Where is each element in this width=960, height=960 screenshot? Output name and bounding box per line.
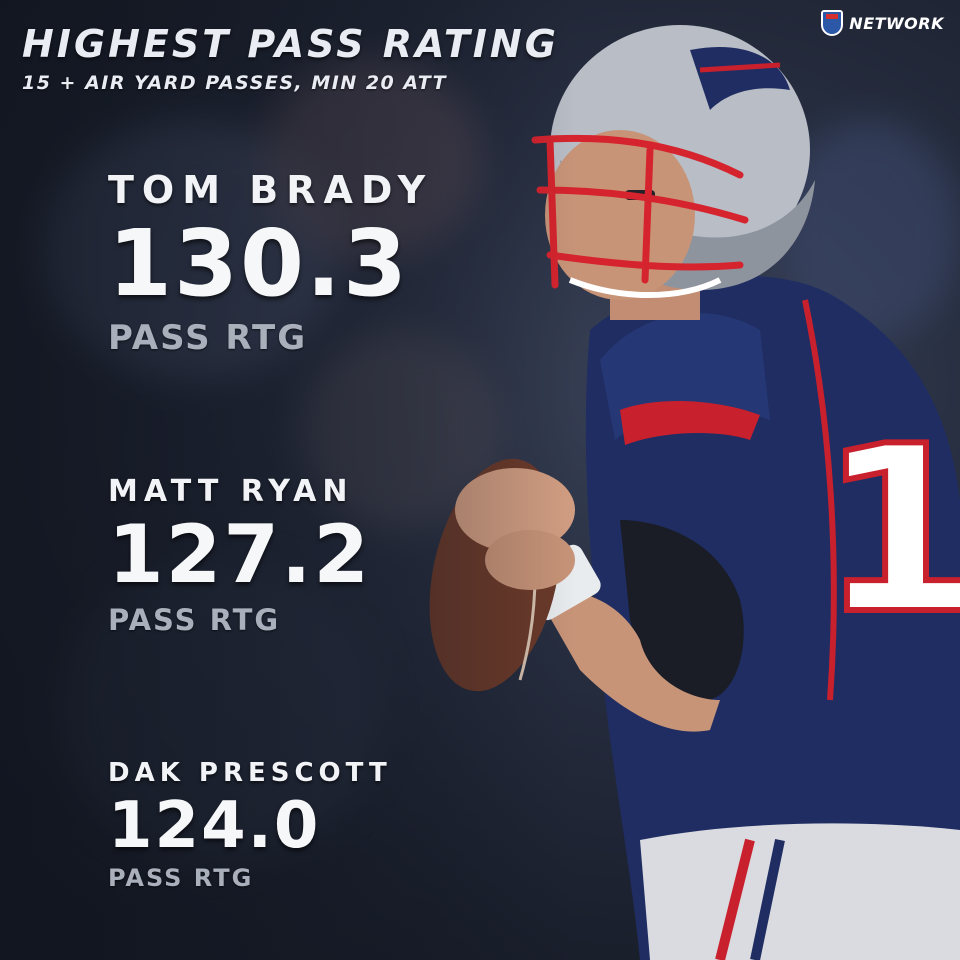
player-stat-3: DAK PRESCOTT 124.0 PASS RTG bbox=[108, 758, 392, 892]
player-rating-label: PASS RTG bbox=[108, 864, 254, 892]
player-rating-value: 130.3 bbox=[108, 210, 410, 317]
subheadline: 15 + AIR YARD PASSES, MIN 20 ATT bbox=[22, 72, 448, 94]
player-rating-value: 127.2 bbox=[108, 508, 372, 601]
network-label: NETWORK bbox=[849, 13, 944, 33]
player-name: TOM BRADY bbox=[108, 168, 434, 212]
player-stat-2: MATT RYAN 127.2 PASS RTG bbox=[108, 474, 371, 637]
player-rating-value: 124.0 bbox=[108, 789, 321, 863]
player-rating-label: PASS RTG bbox=[108, 318, 308, 358]
player-name: DAK PRESCOTT bbox=[108, 758, 392, 788]
headline: HIGHEST PASS RATING bbox=[22, 22, 559, 66]
player-rating-label: PASS RTG bbox=[108, 603, 281, 637]
nfl-network-logo: NETWORK bbox=[821, 10, 944, 36]
nfl-shield-icon bbox=[821, 10, 844, 36]
player-stat-1: TOM BRADY 130.3 PASS RTG bbox=[108, 168, 433, 358]
player-name: MATT RYAN bbox=[108, 474, 354, 509]
